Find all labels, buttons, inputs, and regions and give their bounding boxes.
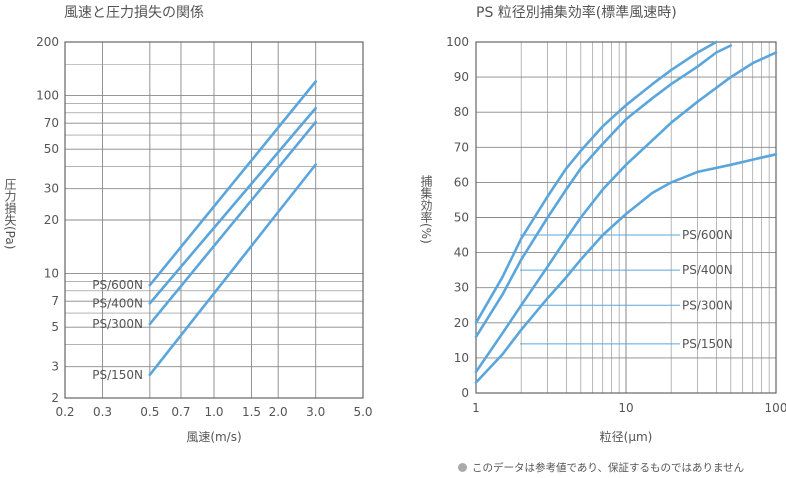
y-tick-label: 70 xyxy=(44,116,59,130)
x-tick-label: 5.0 xyxy=(353,405,372,419)
series-label: PS/300N xyxy=(682,298,733,312)
right-plot-frame xyxy=(475,41,777,394)
x-tick-label: 1.0 xyxy=(204,405,223,419)
series-line xyxy=(474,153,778,384)
y-tick-label: 10 xyxy=(44,267,59,281)
series-line xyxy=(148,80,318,287)
series-line xyxy=(474,44,733,339)
left-chart: 2 3 5 7 10 20 30 50 70 100 200 0.2 0.3 0.5 0.7 1.0 1.5 2.… xyxy=(36,35,372,444)
y-tick-label: 30 xyxy=(44,182,59,196)
y-tick-label: 50 xyxy=(454,211,469,225)
y-tick-label: 40 xyxy=(454,246,469,260)
series-line xyxy=(148,163,318,377)
left-y-axis-label: 圧力損失(Pa) xyxy=(3,178,17,250)
series-line xyxy=(474,51,778,374)
series-line xyxy=(474,40,718,325)
series-line xyxy=(148,120,318,326)
y-tick-label: 200 xyxy=(36,35,59,49)
x-tick-label: 0.5 xyxy=(140,405,159,419)
y-tick-label: 30 xyxy=(454,281,469,295)
y-tick-label: 80 xyxy=(454,105,469,119)
right-y-axis-label: 捕集効率(%) xyxy=(419,175,433,244)
series-label: PS/600N xyxy=(92,278,143,292)
y-tick-label: 50 xyxy=(44,142,59,156)
y-tick-label: 2 xyxy=(51,391,59,405)
series-label: PS/600N xyxy=(682,228,733,242)
right-chart-title: PS 粒径別捕集効率(標準風速時) xyxy=(476,5,677,21)
x-tick-label: 0.2 xyxy=(55,405,74,419)
x-tick-label: 100 xyxy=(765,401,786,415)
y-tick-label: 5 xyxy=(51,320,59,334)
series-label: PS/300N xyxy=(92,317,143,331)
y-tick-label: 100 xyxy=(446,35,469,49)
series-label: PS/150N xyxy=(682,337,733,351)
series-label: PS/400N xyxy=(682,263,733,277)
y-tick-label: 70 xyxy=(454,140,469,154)
y-tick-label: 90 xyxy=(454,70,469,84)
y-tick-label: 10 xyxy=(454,351,469,365)
x-tick-label: 2.0 xyxy=(269,405,288,419)
series-line xyxy=(148,106,318,305)
x-tick-label: 0.3 xyxy=(93,405,112,419)
disclaimer-text: このデータは参考値であり、保証するものではありません xyxy=(472,462,745,474)
y-tick-label: 7 xyxy=(51,294,59,308)
x-tick-label: 1.5 xyxy=(242,405,261,419)
y-tick-label: 100 xyxy=(36,89,59,103)
x-tick-label: 3.0 xyxy=(306,405,325,419)
x-tick-label: 0.7 xyxy=(171,405,190,419)
x-tick-label: 10 xyxy=(618,401,633,415)
left-chart-title: 風速と圧力損失の関係 xyxy=(64,5,204,21)
y-tick-label: 3 xyxy=(51,360,59,374)
y-tick-label: 20 xyxy=(44,213,59,227)
y-tick-label: 20 xyxy=(454,316,469,330)
bullet-dot-icon xyxy=(458,463,467,472)
series-label: PS/150N xyxy=(92,368,143,382)
left-x-axis-label: 風速(m/s) xyxy=(186,430,241,444)
series-label: PS/400N xyxy=(92,296,143,310)
right-x-axis-label: 粒径(μm) xyxy=(600,429,653,444)
disclaimer-note: このデータは参考値であり、保証するものではありません xyxy=(458,460,744,475)
left-plot-frame xyxy=(64,41,364,399)
y-tick-label: 0 xyxy=(461,386,469,400)
x-tick-label: 1 xyxy=(472,401,480,415)
y-tick-label: 60 xyxy=(454,175,469,189)
